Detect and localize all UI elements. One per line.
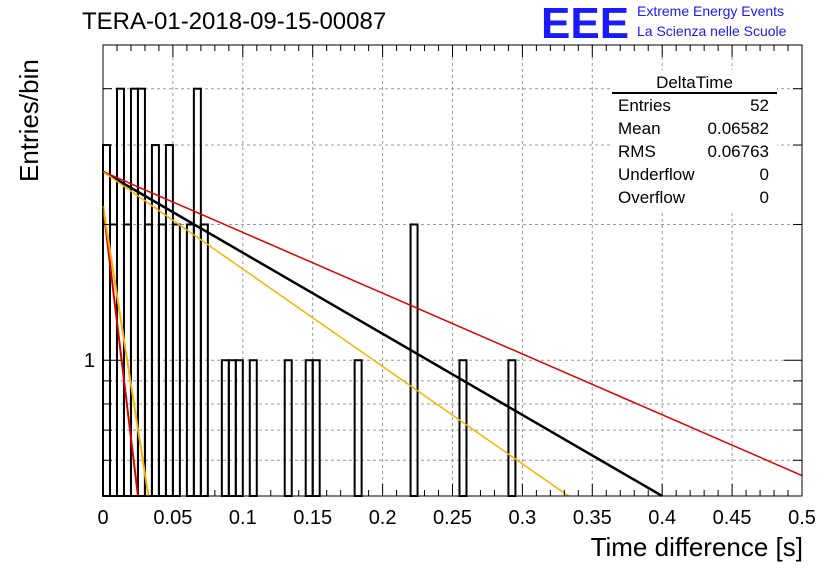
stats-row-label: Underflow [618, 165, 695, 184]
stats-row-label: Entries [618, 96, 671, 115]
x-axis-label: Time difference [s] [590, 532, 803, 562]
x-tick-label: 0.35 [573, 507, 612, 529]
histogram-bin [164, 144, 174, 498]
stats-row-value: 0 [760, 165, 769, 184]
fit-line [102, 205, 150, 497]
stats-row-value: 0.06582 [708, 119, 769, 138]
histogram-bin [129, 87, 139, 497]
stats-row-value: 0.06763 [708, 142, 769, 161]
stats-box: DeltaTime Entries 52 Mean 0.06582 RMS 0.06763 U… [612, 70, 777, 210]
stats-row-label: RMS [618, 142, 656, 161]
stats-box-title: DeltaTime [656, 73, 733, 92]
grid [103, 45, 802, 496]
histogram-bin [102, 144, 111, 498]
x-tick-label: 0.3 [508, 507, 536, 529]
histogram-bin [192, 87, 202, 497]
x-tick-label: 0.05 [153, 507, 192, 529]
stats-row-label: Mean [618, 119, 661, 138]
histogram-bin [115, 87, 125, 497]
fit-line [102, 170, 803, 477]
fit-line [102, 170, 569, 497]
logo-tagline-2: La Scienza nelle Scuole [637, 23, 787, 39]
stats-row-value: 0 [760, 188, 769, 207]
x-tick-label: 0.2 [369, 507, 397, 529]
stats-row-value: 52 [750, 96, 769, 115]
x-tick-label: 0 [97, 507, 108, 529]
stats-row-label: Overflow [618, 188, 686, 207]
axes: 0 0.05 0.1 0.15 0.2 0.25 0.3 0.35 0.4 0.45 0.5 1 [84, 44, 816, 529]
fit-line [102, 205, 139, 497]
page-title: TERA-01-2018-09-15-00087 [82, 8, 387, 35]
fit-lines [102, 170, 803, 498]
y-axis-label: Entries/bin [14, 59, 44, 182]
x-tick-label: 0.1 [229, 507, 257, 529]
x-tick-label: 0.25 [433, 507, 472, 529]
logo-tagline-1: Extreme Energy Events [637, 3, 785, 19]
x-tick-label: 0.5 [788, 507, 816, 529]
eee-logo: EEE [541, 0, 630, 48]
fit-line [102, 170, 663, 498]
x-tick-label: 0.15 [293, 507, 332, 529]
x-tick-label: 0.45 [713, 507, 752, 529]
x-tick-label: 0.4 [648, 507, 676, 529]
y-tick-label: 1 [84, 350, 95, 372]
histogram-bin [150, 144, 160, 498]
